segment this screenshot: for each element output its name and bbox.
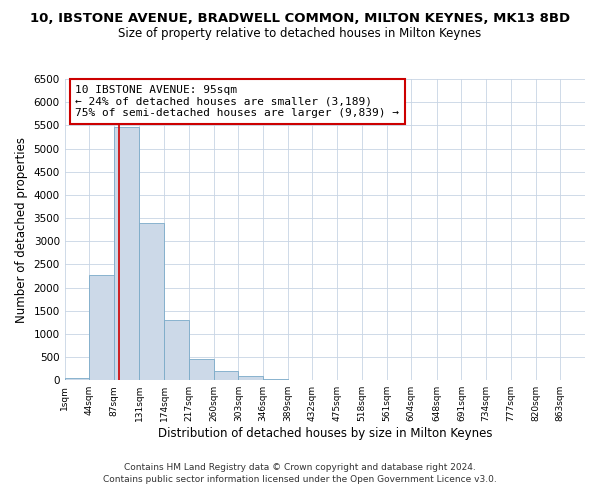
Bar [139,223,164,380]
Bar [114,127,139,380]
Text: Size of property relative to detached houses in Milton Keynes: Size of property relative to detached ho… [118,28,482,40]
Text: 10, IBSTONE AVENUE, BRADWELL COMMON, MILTON KEYNES, MK13 8BD: 10, IBSTONE AVENUE, BRADWELL COMMON, MIL… [30,12,570,26]
Y-axis label: Number of detached properties: Number of detached properties [15,136,28,322]
X-axis label: Distribution of detached houses by size in Milton Keynes: Distribution of detached houses by size … [158,427,492,440]
Bar [164,320,189,380]
Text: 10 IBSTONE AVENUE: 95sqm
← 24% of detached houses are smaller (3,189)
75% of sem: 10 IBSTONE AVENUE: 95sqm ← 24% of detach… [75,85,399,118]
Bar [238,376,263,380]
Bar [189,358,214,380]
Bar [65,378,89,380]
Bar [214,372,238,380]
Bar [89,274,114,380]
Text: Contains HM Land Registry data © Crown copyright and database right 2024.: Contains HM Land Registry data © Crown c… [124,464,476,472]
Text: Contains public sector information licensed under the Open Government Licence v3: Contains public sector information licen… [103,475,497,484]
Bar [263,379,288,380]
